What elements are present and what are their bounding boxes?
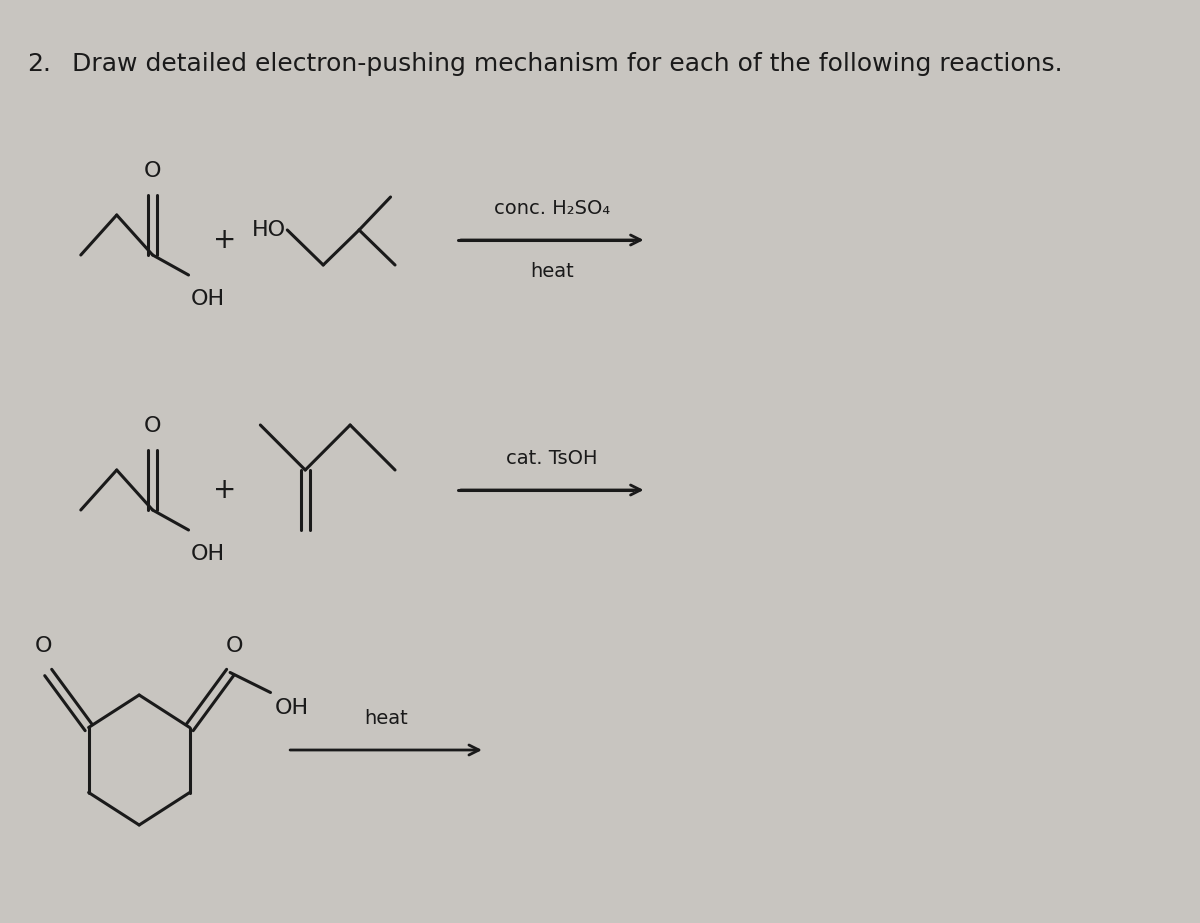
- Text: Draw detailed electron-pushing mechanism for each of the following reactions.: Draw detailed electron-pushing mechanism…: [72, 52, 1062, 76]
- Text: conc. H₂SO₄: conc. H₂SO₄: [494, 199, 611, 218]
- Text: heat: heat: [364, 709, 408, 728]
- Text: heat: heat: [530, 262, 574, 281]
- Text: OH: OH: [191, 544, 226, 564]
- Text: O: O: [144, 416, 161, 436]
- Text: O: O: [226, 637, 244, 656]
- Text: OH: OH: [275, 698, 310, 717]
- Text: O: O: [144, 161, 161, 181]
- Text: 2.: 2.: [26, 52, 50, 76]
- Text: +: +: [212, 226, 236, 254]
- Text: OH: OH: [191, 289, 226, 309]
- Text: HO: HO: [251, 220, 286, 240]
- Text: +: +: [212, 476, 236, 504]
- Text: cat. TsOH: cat. TsOH: [506, 449, 598, 468]
- Text: O: O: [35, 637, 53, 656]
